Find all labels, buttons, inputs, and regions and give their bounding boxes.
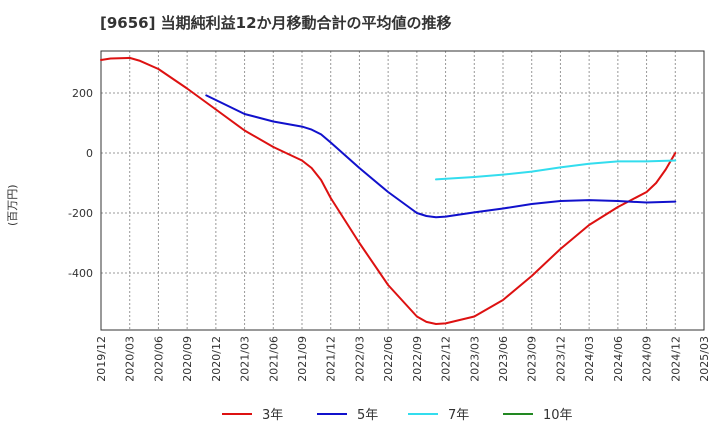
x-tick-label: 2023/06 — [497, 336, 510, 382]
x-tick-label: 2020/03 — [124, 336, 137, 382]
chart-title: [9656] 当期純利益12か月移動合計の平均値の推移 — [100, 14, 452, 32]
x-tick-label: 2020/12 — [210, 336, 223, 382]
x-tick-label: 2021/12 — [325, 336, 338, 382]
x-tick-label: 2023/03 — [468, 336, 481, 382]
legend-label: 5年 — [357, 408, 378, 423]
y-tick-label: 0 — [86, 147, 93, 160]
x-tick-label: 2021/09 — [296, 336, 309, 382]
x-tick-label: 2024/09 — [641, 336, 654, 382]
plot-frame — [100, 50, 705, 331]
legend-label: 10年 — [543, 408, 573, 423]
x-tick-label: 2022/06 — [382, 336, 395, 382]
series-line — [205, 94, 677, 219]
x-tick-label: 2022/03 — [353, 336, 366, 382]
legend-label: 7年 — [448, 408, 469, 423]
legend-label: 3年 — [262, 408, 283, 423]
x-tick-label: 2021/06 — [267, 336, 280, 382]
series-line — [435, 159, 677, 181]
x-tick-label: 2022/09 — [411, 336, 424, 382]
x-tick-label: 2024/03 — [583, 336, 596, 382]
x-tick-label: 2025/03 — [698, 336, 711, 382]
y-tick-label: 200 — [72, 87, 93, 100]
x-tick-label: 2023/12 — [554, 336, 567, 382]
x-tick-label: 2020/06 — [152, 336, 165, 382]
y-tick-label: -400 — [68, 267, 93, 280]
x-tick-label: 2024/06 — [612, 336, 625, 382]
x-tick-label: 2021/03 — [239, 336, 252, 382]
x-tick-label: 2020/09 — [181, 336, 194, 382]
x-tick-label: 2024/12 — [669, 336, 682, 382]
x-tick-label: 2022/12 — [440, 336, 453, 382]
y-tick-label: -200 — [68, 207, 93, 220]
x-tick-label: 2019/12 — [95, 336, 108, 382]
series-line — [100, 56, 677, 325]
x-tick-label: 2023/09 — [526, 336, 539, 382]
